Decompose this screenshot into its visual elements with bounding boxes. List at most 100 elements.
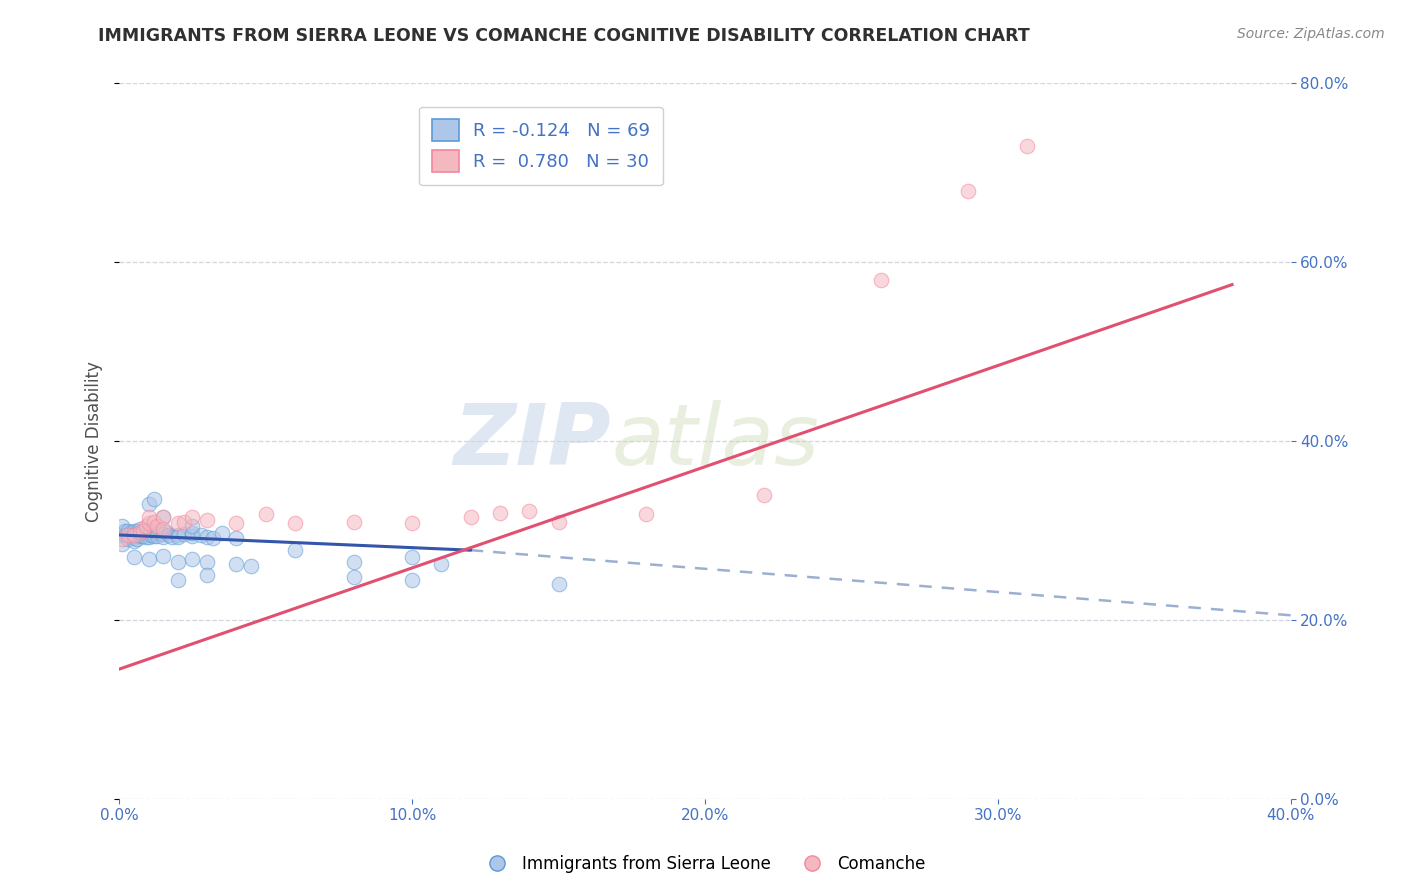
Point [138,516,160,531]
Point [111,519,134,533]
Point [122,524,145,538]
Legend: R = -0.124   N = 69, R =  0.780   N = 30: R = -0.124 N = 69, R = 0.780 N = 30 [419,107,662,186]
Point [141,528,163,542]
Point [155,525,177,540]
Point [120,530,142,544]
Point [401,550,423,565]
Point [166,573,188,587]
Point [1015,139,1038,153]
Point [957,184,980,198]
Point [120,525,142,540]
Point [195,568,218,582]
Point [181,529,204,543]
Point [166,528,188,542]
Point [117,528,139,542]
Point [143,524,166,538]
Point [401,573,423,587]
Point [166,555,188,569]
Point [752,488,775,502]
Point [181,519,204,533]
Point [122,534,145,549]
Point [401,516,423,531]
Point [138,524,160,538]
Point [195,555,218,569]
Point [225,557,247,571]
Point [195,530,218,544]
Point [122,550,145,565]
Point [131,524,153,538]
Point [152,510,174,524]
Text: IMMIGRANTS FROM SIERRA LEONE VS COMANCHE COGNITIVE DISABILITY CORRELATION CHART: IMMIGRANTS FROM SIERRA LEONE VS COMANCHE… [98,27,1031,45]
Point [225,531,247,545]
Point [517,504,540,518]
Point [181,526,204,541]
Point [240,559,263,574]
Point [190,528,212,542]
Point [166,516,188,531]
Point [284,516,307,531]
Point [152,549,174,563]
Point [152,522,174,536]
Point [131,524,153,538]
Point [152,510,174,524]
Legend: Immigrants from Sierra Leone, Comanche: Immigrants from Sierra Leone, Comanche [474,848,932,880]
Point [135,530,157,544]
Point [547,515,569,529]
Point [138,552,160,566]
Point [135,519,157,533]
Point [138,527,160,541]
Point [181,510,204,524]
Point [460,510,482,524]
Point [146,526,169,541]
Point [342,515,364,529]
Point [547,577,569,591]
Point [125,533,148,547]
Point [173,527,195,541]
Point [489,506,512,520]
Point [114,524,136,538]
Point [122,528,145,542]
Point [284,543,307,558]
Text: Source: ZipAtlas.com: Source: ZipAtlas.com [1237,27,1385,41]
Point [111,533,134,547]
Point [122,531,145,545]
Point [636,508,658,522]
Point [125,527,148,541]
Point [166,530,188,544]
Text: atlas: atlas [612,400,820,483]
Point [117,533,139,547]
Point [128,522,150,536]
Point [146,529,169,543]
Point [138,530,160,544]
Point [135,525,157,540]
Point [160,530,183,544]
Y-axis label: Cognitive Disability: Cognitive Disability [86,360,103,522]
Point [128,525,150,540]
Point [141,525,163,540]
Point [146,519,169,533]
Point [173,515,195,529]
Point [128,527,150,541]
Point [225,516,247,531]
Point [211,526,233,541]
Point [143,529,166,543]
Point [125,524,148,538]
Point [122,528,145,542]
Point [138,510,160,524]
Point [149,524,172,539]
Point [117,524,139,538]
Point [342,570,364,584]
Point [181,552,204,566]
Point [201,531,224,545]
Point [143,492,166,507]
Point [157,528,180,542]
Point [152,530,174,544]
Point [869,273,891,287]
Point [430,558,453,572]
Point [108,528,131,542]
Point [114,528,136,542]
Point [152,527,174,541]
Point [143,515,166,529]
Point [128,529,150,543]
Point [195,513,218,527]
